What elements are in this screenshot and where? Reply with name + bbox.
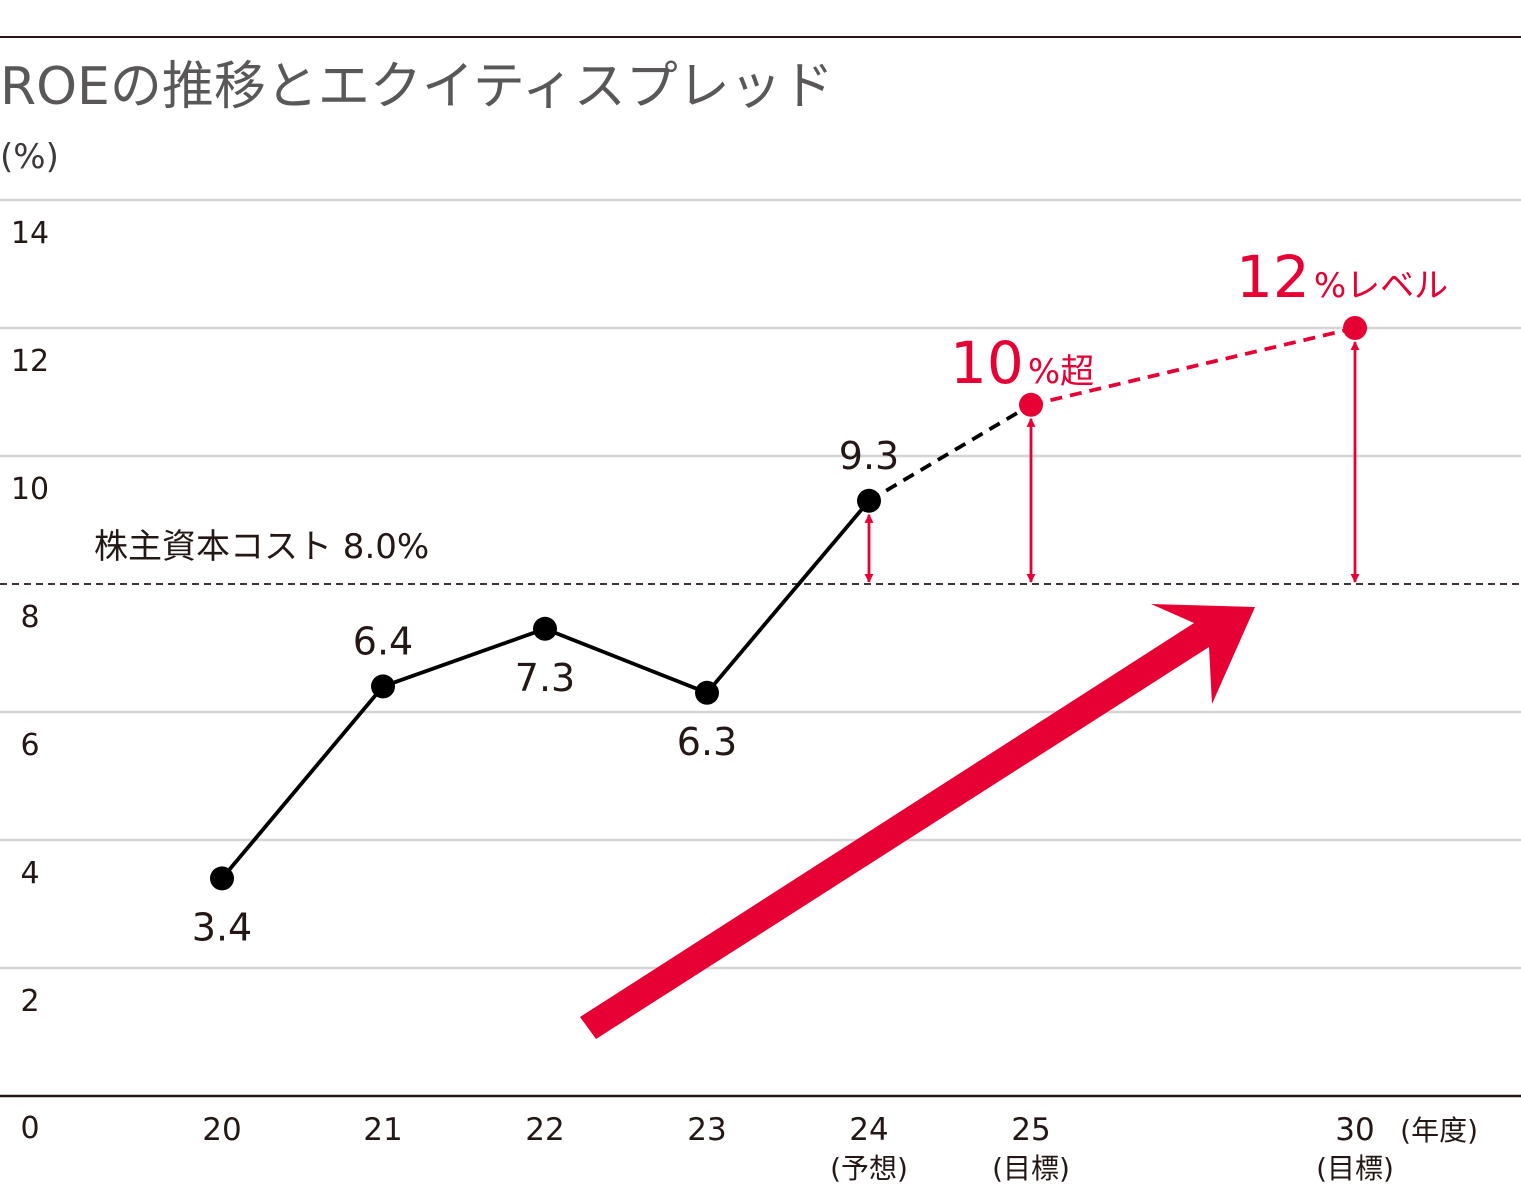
roe-data-labels: 3.4 6.4 7.3 6.3 9.3: [192, 434, 899, 950]
target-label-number: 10: [950, 329, 1024, 397]
x-tick-label: 24: [849, 1112, 888, 1148]
x-axis-unit: (年度): [1400, 1114, 1478, 1147]
roe-target-line: [1030, 326, 1356, 407]
target-label-suffix: %レベル: [1314, 266, 1448, 306]
x-tick-note: (予想): [830, 1152, 908, 1185]
x-tick-label: 20: [202, 1112, 241, 1148]
roe-point: [857, 488, 881, 513]
target-label: 12 %レベル: [1236, 243, 1448, 311]
x-tick-note: (目標): [1316, 1152, 1394, 1185]
roe-data-label: 3.4: [192, 905, 252, 949]
chart-title: ROEの推移とエクイティスプレッド: [0, 57, 834, 117]
target-label: 10 %超: [950, 329, 1094, 397]
roe-target-point: [1343, 316, 1367, 340]
roe-data-label: 7.3: [515, 656, 575, 700]
equity-spread-arrows: [864, 341, 1360, 583]
x-tick-label: 30: [1335, 1112, 1374, 1148]
roe-point: [533, 616, 557, 641]
growth-arrow-shape: [580, 604, 1255, 1039]
x-tick-label: 22: [525, 1112, 564, 1148]
roe-data-label: 6.4: [353, 619, 413, 663]
y-tick-label: 0: [20, 1111, 39, 1146]
growth-arrow: [580, 604, 1255, 1039]
x-tick-label: 23: [687, 1112, 726, 1148]
x-tick-label: 25: [1011, 1112, 1050, 1148]
target-label-number: 12: [1236, 243, 1310, 311]
roe-data-label: 6.3: [677, 720, 737, 764]
roe-point: [695, 680, 719, 705]
roe-forecast-connector: [868, 403, 1032, 503]
y-tick-label: 10: [11, 472, 49, 507]
x-tick-label: 21: [363, 1112, 402, 1148]
y-tick-label: 6: [20, 728, 39, 763]
x-tick-note: (目標): [992, 1152, 1070, 1185]
gridlines: [0, 198, 1521, 1098]
y-axis-unit: (%): [0, 137, 59, 177]
x-axis-ticks: 20 21 22 23 24(予想)25(目標)30(目標)(年度): [202, 1112, 1478, 1185]
roe-lines: [220, 326, 1356, 880]
roe-point: [371, 674, 395, 699]
y-tick-label: 8: [20, 600, 39, 635]
target-labels: 10 %超 12 %レベル: [950, 243, 1448, 397]
cost-of-equity-line: 株主資本コスト 8.0%: [0, 527, 1521, 585]
target-label-suffix: %超: [1028, 352, 1094, 392]
y-tick-label: 2: [20, 984, 39, 1019]
roe-data-label: 9.3: [839, 434, 899, 478]
y-tick-label: 14: [11, 216, 49, 251]
y-tick-label: 4: [20, 856, 39, 891]
roe-point: [210, 866, 234, 891]
reference-line-label: 株主資本コスト 8.0%: [94, 527, 429, 567]
y-tick-label: 12: [11, 344, 49, 379]
roe-target-point: [1019, 392, 1043, 417]
y-axis-ticks: 0 2 4 6 8 10 12 14: [11, 216, 49, 1146]
roe-points: [210, 316, 1367, 891]
